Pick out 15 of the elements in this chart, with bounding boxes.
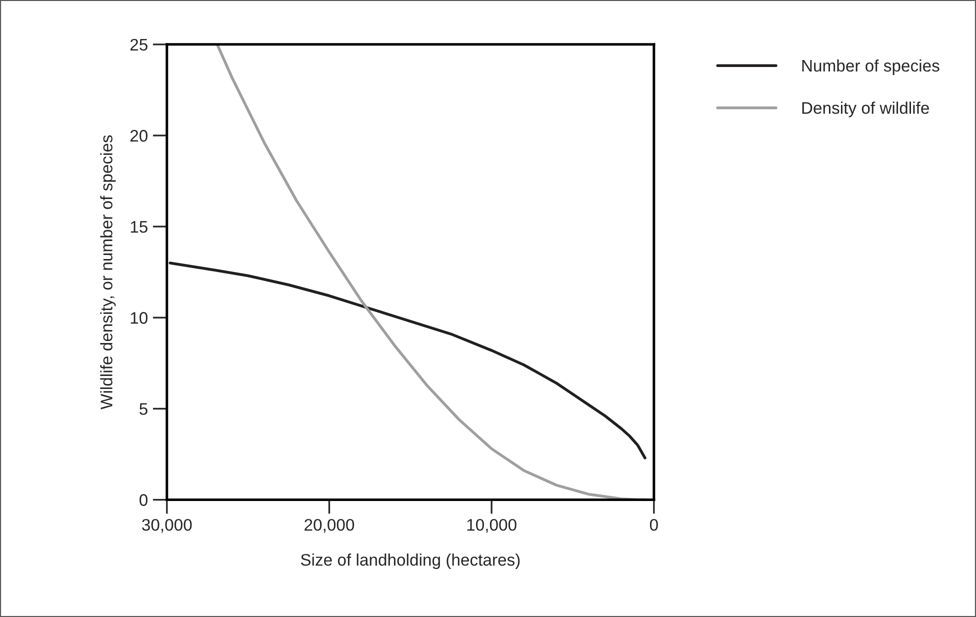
x-tick-label: 0 (650, 518, 658, 531)
x-axis-title: Size of landholding (hectares) (300, 554, 520, 570)
x-tick-label: 20,000 (304, 518, 354, 533)
y-tick-label: 5 (140, 403, 148, 415)
line-series (168, 262, 646, 460)
legend-label: Number of species (802, 59, 940, 75)
y-axis-title: Wildlife density, or number of species (100, 135, 116, 410)
y-tick-label: 10 (130, 312, 148, 324)
legend-label: Density of wildlife (802, 102, 929, 118)
y-tick-label: 20 (130, 130, 148, 142)
x-tick-label: 30,000 (142, 518, 192, 533)
y-tick-label: 25 (130, 38, 148, 51)
y-tick-label: 0 (140, 494, 148, 506)
x-tick-label: 10,000 (467, 518, 516, 533)
y-tick-label: 15 (130, 221, 148, 233)
